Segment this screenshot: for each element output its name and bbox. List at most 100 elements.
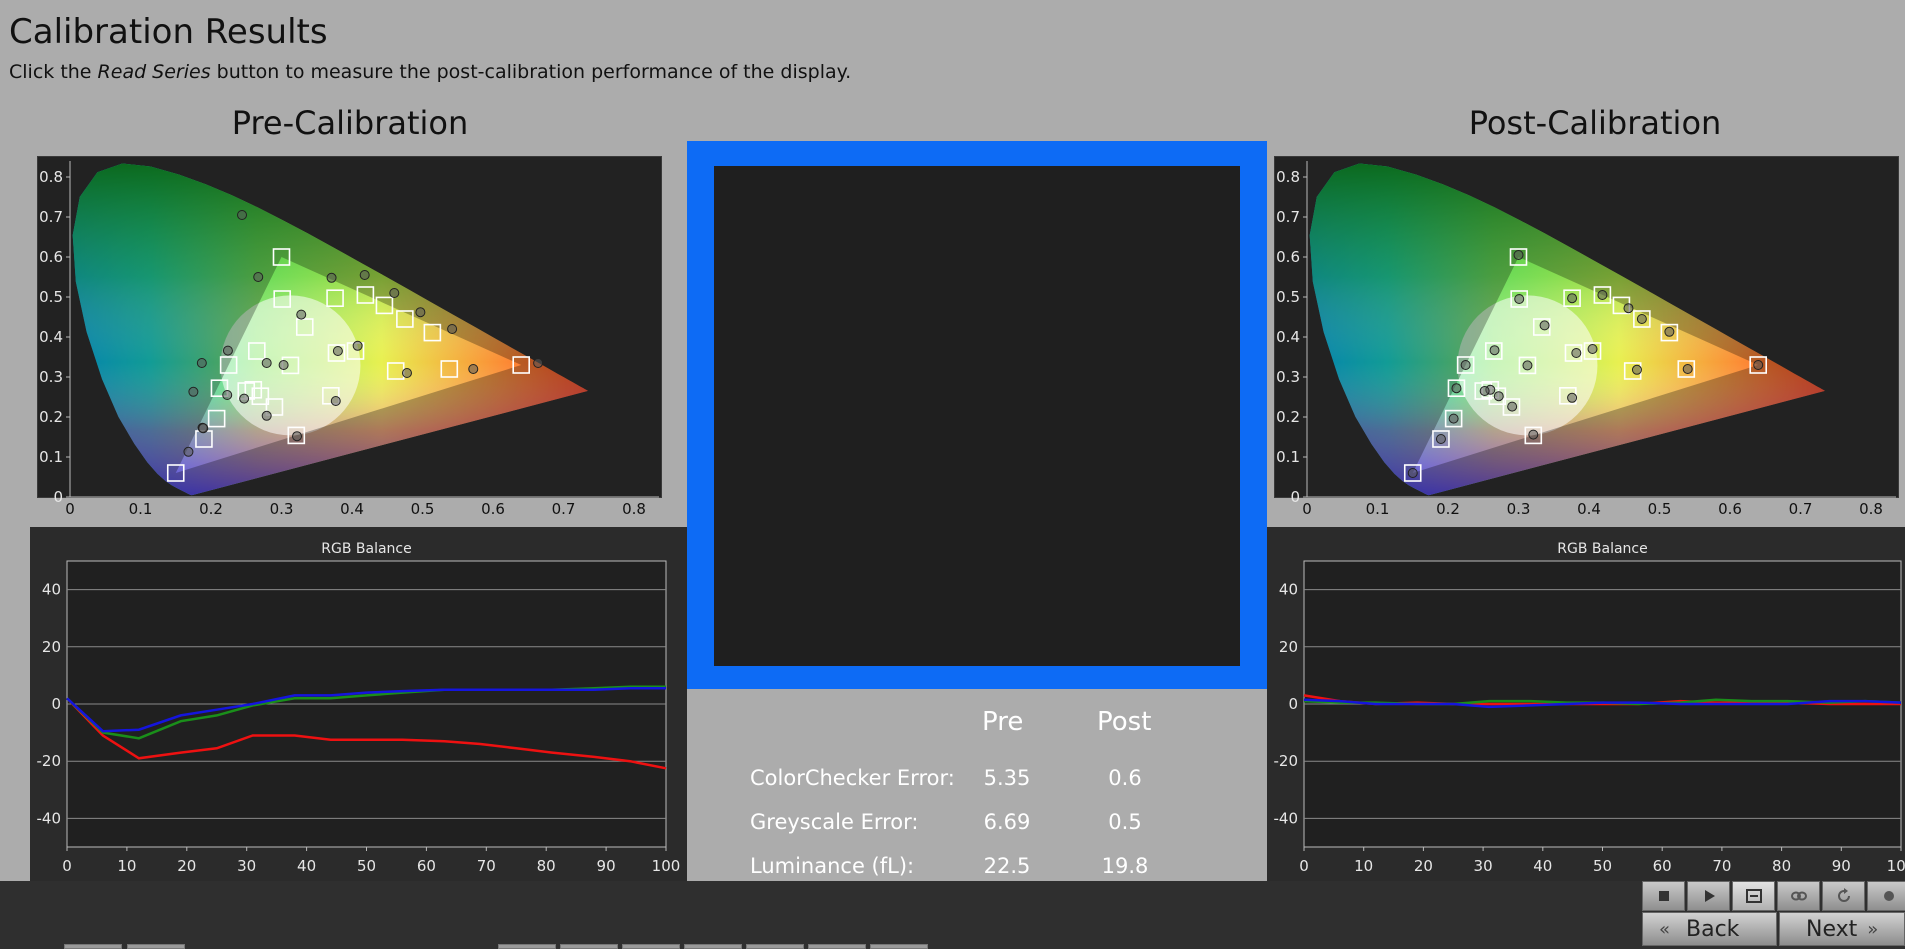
pre-cie-chromaticity-chart: 0 0.1 0.2 0.3 0.4 0.5 0.6 0.7 0.8 0 0.1 0.2 0.3 0.4 0.… — [37, 156, 662, 518]
target-square-marker — [1564, 344, 1583, 362]
rgb-x-tick-label: 40 — [297, 857, 316, 875]
measured-point-marker — [1539, 320, 1550, 331]
cie-y-tick-label: 0.2 — [39, 408, 63, 426]
measured-point-marker — [1522, 360, 1533, 371]
cie-x-tick-label: 0.1 — [129, 500, 153, 518]
measured-point-marker — [533, 358, 544, 368]
target-square-marker — [1510, 290, 1529, 308]
measured-point-marker — [1528, 429, 1539, 440]
taskbar-item[interactable] — [622, 944, 680, 949]
rgb-x-tick-label: 20 — [177, 857, 196, 875]
rgb-x-tick-label: 20 — [1414, 857, 1433, 875]
target-square-marker — [272, 248, 291, 266]
cie-y-tick-label: 0.3 — [1276, 368, 1300, 386]
rgb-x-tick-label: 60 — [417, 857, 436, 875]
target-square-marker — [1456, 356, 1475, 374]
extra-icon[interactable] — [1867, 881, 1905, 911]
cie-y-tick-label: 0 — [53, 488, 63, 506]
target-square-marker — [166, 464, 185, 482]
target-square-marker — [1593, 286, 1612, 304]
taskbar-item[interactable] — [498, 944, 556, 949]
rgb-balance-title: RGB Balance — [321, 541, 411, 557]
blue-balance-line — [66, 687, 666, 733]
taskbar-item[interactable] — [64, 944, 122, 949]
cie-y-tick-label: 0.8 — [39, 168, 63, 186]
target-square-marker — [1432, 430, 1450, 448]
cie-y-tick-label: 0.4 — [1276, 328, 1300, 346]
rgb-y-tick-label: -40 — [1274, 809, 1299, 827]
measured-point-marker — [222, 390, 233, 400]
target-square-marker — [1524, 426, 1543, 445]
taskbar-item[interactable] — [560, 944, 618, 949]
play-icon[interactable] — [1687, 881, 1730, 911]
target-square-marker — [1660, 323, 1679, 342]
cie-y-tick-label: 0.1 — [1276, 448, 1300, 466]
taskbar-item[interactable] — [684, 944, 742, 949]
colorchecker-error-pre: 5.35 — [983, 766, 1031, 790]
target-square-marker — [1633, 310, 1651, 328]
measured-point-marker — [1493, 391, 1504, 402]
cie-x-tick-label: 0.7 — [1789, 500, 1813, 518]
measured-point-marker — [1479, 386, 1490, 396]
measured-point-marker — [352, 340, 363, 351]
target-square-marker — [1563, 289, 1581, 307]
taskbar-item[interactable] — [870, 944, 928, 949]
measured-point-marker — [1435, 434, 1446, 444]
rgb-x-tick-label: 10 — [117, 857, 136, 875]
rgb-x-tick-label: 80 — [537, 857, 556, 875]
stop-icon[interactable] — [1642, 881, 1685, 911]
target-square-marker — [1749, 356, 1768, 374]
cie-x-tick-label: 0.4 — [1577, 500, 1601, 518]
target-square-marker — [326, 289, 344, 307]
measured-point-marker — [222, 345, 233, 356]
rgb-x-tick-label: 70 — [1712, 857, 1731, 875]
post-column-header: Post — [1097, 707, 1152, 737]
taskbar-item[interactable] — [808, 944, 866, 949]
measured-point-marker — [1460, 360, 1471, 370]
target-square-marker — [1403, 464, 1422, 482]
refresh-icon[interactable] — [1822, 881, 1865, 911]
target-square-marker — [396, 310, 414, 328]
cie-x-tick-label: 0.2 — [199, 500, 223, 518]
taskbar-item[interactable] — [746, 944, 804, 949]
next-button[interactable]: Next » — [1779, 912, 1905, 946]
target-square-marker — [207, 409, 226, 428]
measured-point-marker — [261, 358, 272, 368]
rgb-x-tick-label: 40 — [1533, 857, 1552, 875]
target-square-marker — [356, 286, 375, 304]
cie-y-tick-label: 0.7 — [1276, 208, 1300, 226]
rgb-y-tick-label: -20 — [1274, 752, 1299, 770]
cie-x-tick-label: 0 — [65, 500, 75, 518]
rgb-x-tick-label: 100 — [1887, 857, 1905, 875]
rgb-x-tick-label: 90 — [597, 857, 616, 875]
taskbar-item[interactable] — [127, 944, 185, 949]
rgb-y-tick-label: 20 — [1279, 638, 1298, 656]
cie-y-tick-label: 0.1 — [39, 448, 63, 466]
cie-x-tick-label: 0.5 — [411, 500, 435, 518]
cie-x-tick-label: 0.7 — [552, 500, 576, 518]
cie-x-tick-label: 0.5 — [1648, 500, 1672, 518]
back-button[interactable]: « Back — [1642, 912, 1777, 946]
target-square-marker — [251, 387, 270, 405]
rgb-x-tick-label: 100 — [652, 857, 681, 875]
instruction-text: Click the Read Series button to measure … — [9, 61, 852, 83]
loop-icon[interactable] — [1777, 881, 1820, 911]
rgb-x-tick-label: 0 — [1299, 857, 1309, 875]
measured-point-marker — [1567, 293, 1578, 304]
measured-point-marker — [1636, 314, 1647, 324]
series-icon[interactable] — [1732, 881, 1775, 911]
cie-y-tick-label: 0.3 — [39, 368, 63, 386]
measured-point-marker — [196, 358, 207, 368]
luminance-label: Luminance (fL): — [750, 854, 915, 878]
rgb-x-tick-label: 30 — [1474, 857, 1493, 875]
measured-point-marker — [1631, 364, 1642, 375]
measured-point-marker — [1753, 360, 1764, 370]
target-square-marker — [1677, 360, 1696, 378]
post-cie-chromaticity-chart: 0 0.1 0.2 0.3 0.4 0.5 0.6 0.7 0.8 0 0.1 0.2 0.3 0.4 0.… — [1274, 156, 1899, 518]
cie-x-tick-label: 0.3 — [1507, 500, 1531, 518]
target-square-marker — [1532, 318, 1551, 336]
target-square-marker — [265, 398, 284, 416]
cie-y-tick-label: 0.4 — [39, 328, 63, 346]
measured-point-marker — [1448, 413, 1459, 424]
target-square-marker — [375, 296, 394, 315]
